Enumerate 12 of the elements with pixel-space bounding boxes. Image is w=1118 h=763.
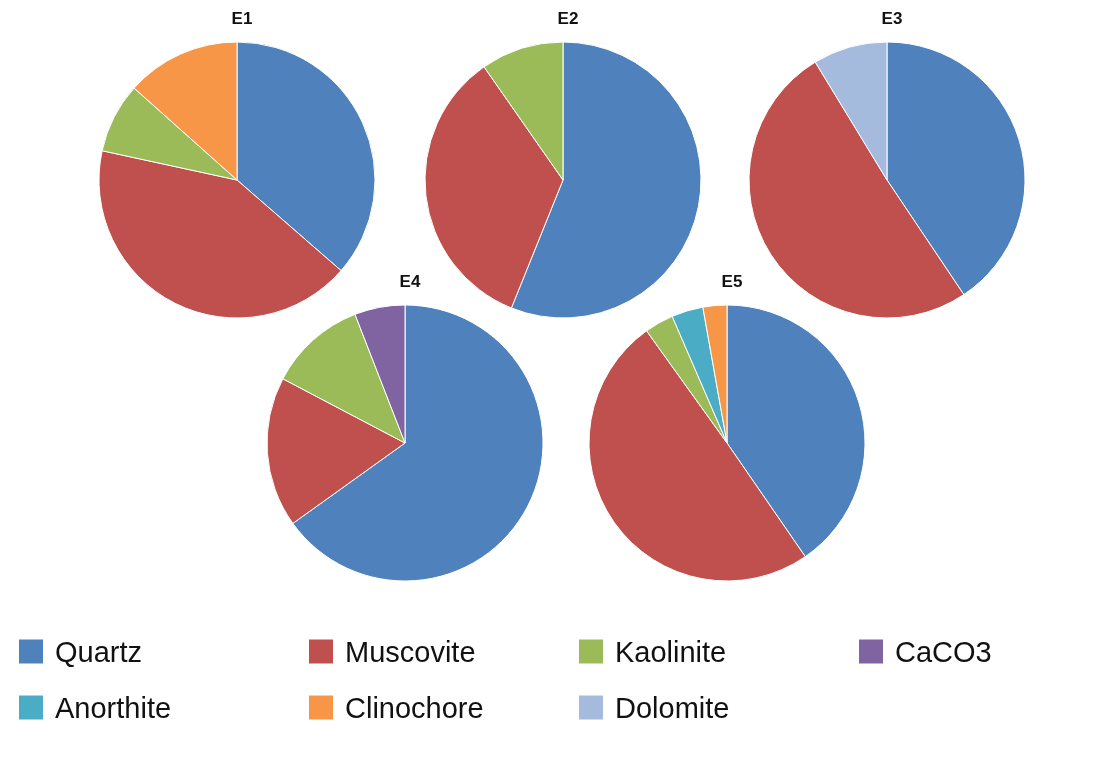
legend-label: Quartz — [55, 635, 143, 668]
legend-label: Clinochore — [345, 691, 484, 724]
chart-title: E3 — [881, 9, 903, 28]
chart-title: E4 — [399, 272, 421, 291]
legend-label: Kaolinite — [615, 635, 727, 668]
chart-title: E1 — [231, 9, 253, 28]
legend-label: Dolomite — [615, 691, 730, 724]
legend-label: Muscovite — [345, 635, 476, 668]
legend-label: CaCO3 — [895, 635, 992, 668]
chart-title: E5 — [721, 272, 743, 291]
legend-label: Anorthite — [55, 691, 172, 724]
chart-title: E2 — [557, 9, 579, 28]
